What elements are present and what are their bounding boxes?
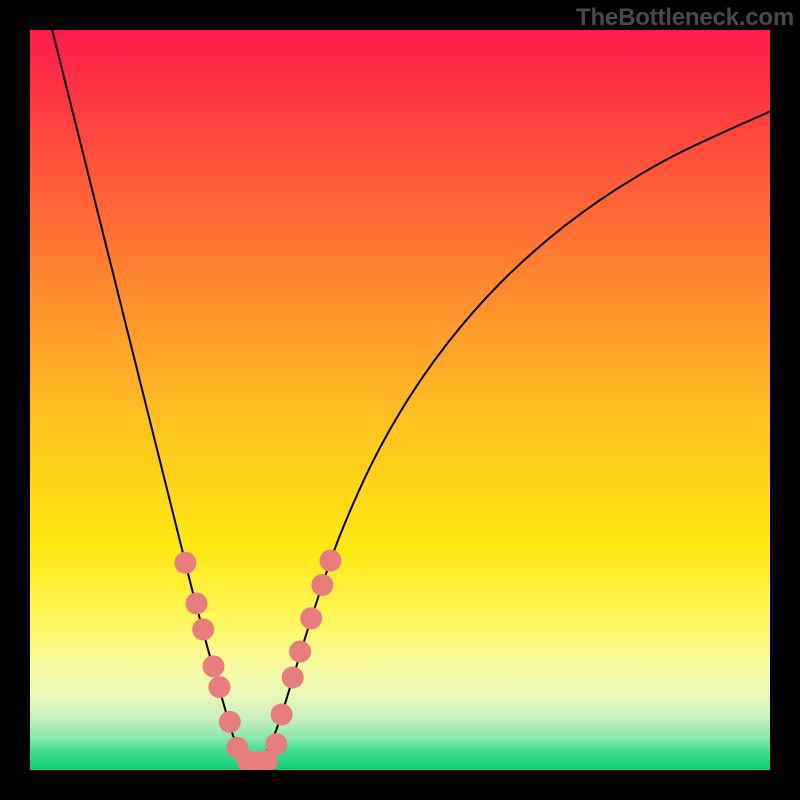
watermark-label: TheBottleneck.com — [576, 4, 794, 32]
data-marker — [311, 574, 333, 596]
data-marker — [186, 593, 208, 615]
data-marker — [208, 676, 230, 698]
data-marker — [282, 667, 304, 689]
data-marker — [289, 641, 311, 663]
gradient-background — [30, 30, 770, 770]
data-marker — [319, 550, 341, 572]
data-marker — [265, 733, 287, 755]
data-marker — [174, 552, 196, 574]
bottleneck-chart — [30, 30, 770, 770]
data-marker — [271, 704, 293, 726]
figure-root: TheBottleneck.com — [0, 0, 800, 800]
data-marker — [203, 655, 225, 677]
data-marker — [300, 607, 322, 629]
data-marker — [219, 711, 241, 733]
data-marker — [192, 618, 214, 640]
plot-area — [30, 30, 770, 770]
